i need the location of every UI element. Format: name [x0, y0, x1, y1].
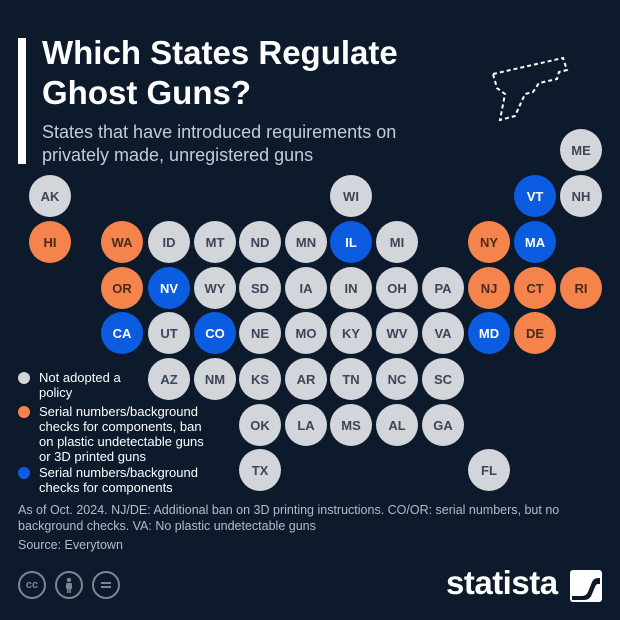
state-tile-oh: OH: [376, 267, 418, 309]
chart-title: Which States Regulate Ghost Guns?: [42, 34, 398, 111]
state-tile-hi: HI: [29, 221, 71, 263]
statista-logo-text[interactable]: statista: [446, 564, 558, 601]
state-tile-vt: VT: [514, 175, 556, 217]
state-tile-fl: FL: [468, 449, 510, 491]
state-tile-id: ID: [148, 221, 190, 263]
chart-source: Source: Everytown: [18, 538, 123, 552]
state-tile-tn: TN: [330, 358, 372, 400]
legend-dot-orange: [18, 406, 30, 418]
state-tile-ks: KS: [239, 358, 281, 400]
state-tile-ne: NE: [239, 312, 281, 354]
state-tile-md: MD: [468, 312, 510, 354]
state-tile-nm: NM: [194, 358, 236, 400]
state-tile-wy: WY: [194, 267, 236, 309]
state-tile-in: IN: [330, 267, 372, 309]
state-tile-ia: IA: [285, 267, 327, 309]
state-tile-ri: RI: [560, 267, 602, 309]
state-tile-ut: UT: [148, 312, 190, 354]
state-tile-la: LA: [285, 404, 327, 446]
state-tile-me: ME: [560, 129, 602, 171]
nd-icon[interactable]: [92, 571, 120, 599]
state-tile-ak: AK: [29, 175, 71, 217]
ghost-gun-icon: [491, 56, 569, 122]
equals-icon: [101, 582, 111, 588]
state-tile-nd: ND: [239, 221, 281, 263]
state-tile-tx: TX: [239, 449, 281, 491]
state-tile-il: IL: [330, 221, 372, 263]
state-tile-ct: CT: [514, 267, 556, 309]
state-tile-co: CO: [194, 312, 236, 354]
title-accent-bar: [18, 38, 26, 164]
state-tile-wv: WV: [376, 312, 418, 354]
legend-label: Serial numbers/background checks for com…: [39, 404, 204, 464]
state-tile-nv: NV: [148, 267, 190, 309]
legend-label: Not adopted a policy: [39, 370, 121, 400]
chart-subtitle: States that have introduced requirements…: [42, 122, 397, 165]
cc-icon[interactable]: cc: [18, 571, 46, 599]
state-tile-ma: MA: [514, 221, 556, 263]
state-tile-ar: AR: [285, 358, 327, 400]
statista-logo-icon: [570, 570, 602, 602]
state-tile-mo: MO: [285, 312, 327, 354]
person-icon: [66, 577, 72, 593]
state-tile-ny: NY: [468, 221, 510, 263]
by-icon[interactable]: [55, 571, 83, 599]
state-tile-nj: NJ: [468, 267, 510, 309]
state-tile-pa: PA: [422, 267, 464, 309]
state-tile-sd: SD: [239, 267, 281, 309]
state-tile-ok: OK: [239, 404, 281, 446]
state-tile-or: OR: [101, 267, 143, 309]
state-tile-al: AL: [376, 404, 418, 446]
state-tile-ca: CA: [101, 312, 143, 354]
legend-dot-blue: [18, 467, 30, 479]
state-tile-ga: GA: [422, 404, 464, 446]
state-tile-wa: WA: [101, 221, 143, 263]
chart-notes: As of Oct. 2024. NJ/DE: Additional ban o…: [18, 503, 560, 533]
state-tile-mi: MI: [376, 221, 418, 263]
state-tile-ms: MS: [330, 404, 372, 446]
state-tile-mt: MT: [194, 221, 236, 263]
state-tile-de: DE: [514, 312, 556, 354]
state-tile-az: AZ: [148, 358, 190, 400]
state-tile-wi: WI: [330, 175, 372, 217]
state-tile-ky: KY: [330, 312, 372, 354]
legend-dot-gray: [18, 372, 30, 384]
state-tile-nh: NH: [560, 175, 602, 217]
state-tile-mn: MN: [285, 221, 327, 263]
legend-label: Serial numbers/background checks for com…: [39, 465, 198, 495]
state-tile-sc: SC: [422, 358, 464, 400]
state-tile-nc: NC: [376, 358, 418, 400]
state-tile-va: VA: [422, 312, 464, 354]
